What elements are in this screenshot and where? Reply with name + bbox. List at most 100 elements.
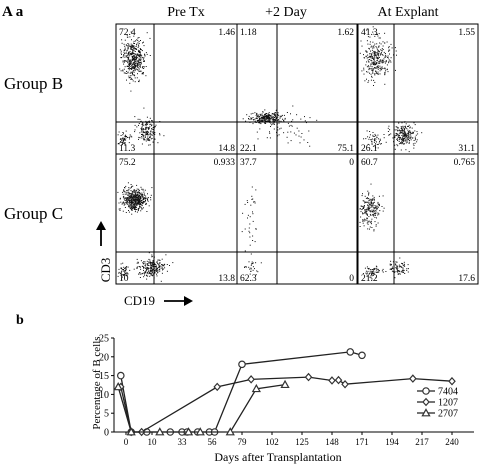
quadrant-upper-right-value: 1.46 [218,28,235,38]
data-point-7404 [238,360,246,369]
x-tick-label: 79 [238,437,248,447]
y-tick-label: 20 [99,352,109,363]
flow-cytometry-grid: 72.4 1.46 11.3 14.8 1.18 1.62 22.1 75.1 41.3 1.55… [115,23,479,285]
flow-panel-frame [357,23,479,155]
flow-panel: 60.7 0.765 21.2 17.6 [357,153,479,285]
flow-dot-cloud [241,186,262,276]
data-point-1207 [448,376,456,386]
x-tick-label: 171 [355,437,369,447]
quadrant-lower-right-value: 75.1 [337,144,354,154]
quadrant-lower-right-value: 31.1 [458,144,475,154]
column-label-pre-tx: Pre Tx [167,5,204,20]
quadrant-lower-left-value: 10 [119,274,129,284]
quadrant-upper-right-value: 0 [349,158,354,168]
y-tick-label: 5 [104,409,109,420]
legend-entry-7404: 7404 [417,387,458,398]
flow-panel-frame [115,153,239,285]
legend-marker-diamond-icon [422,397,430,407]
flow-panel: 75.2 0.933 10 13.8 [115,153,239,285]
quadrant-upper-left-value: 60.7 [361,158,378,168]
quadrant-upper-left-value: 41.3 [361,28,378,38]
quadrant-upper-left-value: 37.7 [240,158,257,168]
legend-marker-circle-icon [422,387,430,395]
x-tick-label: 102 [265,437,279,447]
data-point-1207 [328,376,336,385]
y-tick-label: 10 [99,390,109,401]
flow-panel: 1.18 1.62 22.1 75.1 [236,23,358,155]
chart-y-axis-label: Percentage of B cells [91,336,103,429]
data-point-2707 [113,382,123,391]
x-tick-label: 148 [325,437,339,447]
y-tick-label: 25 [99,334,109,345]
cd19-arrow-icon [164,296,193,306]
quadrant-lower-left-value: 62.3 [240,274,257,284]
x-tick-label: 56 [208,437,218,447]
x-tick-label: 194 [385,437,399,447]
x-tick-label: 0 [124,437,129,447]
y-tick-label: 15 [99,371,109,382]
y-tick-label: 0 [104,428,109,439]
legend-entry-1207: 1207 [417,398,458,409]
quadrant-upper-right-value: 0.933 [214,158,236,168]
row-label-group-c: Group C [4,204,63,223]
series-2707 [113,379,290,436]
quadrant-upper-right-value: 0.765 [454,158,476,168]
panel-a-label: A a [2,4,24,20]
data-point-2707 [155,427,165,436]
column-label-plus-2-day: +2 Day [265,5,307,20]
quadrant-upper-right-value: 1.55 [458,28,475,38]
data-point-2707 [225,427,235,436]
series-7404 [117,348,366,436]
data-point-2707 [251,383,261,393]
data-point-2707 [280,379,290,389]
x-tick-label: 240 [445,437,459,447]
flow-panel: 41.3 1.55 26.1 31.1 [357,23,479,155]
data-point-7404 [358,351,366,360]
data-point-1207 [341,379,349,389]
flow-panel-frame [357,153,479,285]
cd3-axis-label: CD3 [98,258,113,283]
quadrant-upper-left-value: 1.18 [240,28,257,38]
x-tick-label: 10 [148,437,158,447]
x-tick-label: 125 [295,437,309,447]
quadrant-lower-left-value: 22.1 [240,144,257,154]
legend-label: 7404 [438,387,458,398]
data-point-1207 [334,375,343,385]
quadrant-upper-left-value: 75.2 [119,158,136,168]
quadrant-lower-right-value: 13.8 [218,274,235,284]
data-point-7404 [346,348,355,356]
flow-dot-cloud [117,182,174,282]
panel-b-label: b [16,313,24,328]
data-point-2707 [126,427,136,436]
series-line-2707 [117,383,286,433]
data-point-1207 [213,382,222,392]
flow-dot-cloud [359,26,423,153]
data-point-2707 [195,427,205,436]
x-tick-label: 217 [415,437,429,447]
row-label-group-b: Group B [4,74,63,93]
quadrant-lower-right-value: 0 [349,274,354,284]
quadrant-lower-right-value: 17.6 [458,274,475,284]
flow-panel: 72.4 1.46 11.3 14.8 [115,23,239,155]
quadrant-upper-right-value: 1.62 [337,28,354,38]
quadrant-lower-left-value: 21.2 [361,274,378,284]
b-cell-line-chart: 0 5 10 15 20 25 0 10 33 56 79 102 125 148 171 194 217 240… [99,334,474,447]
quadrant-lower-right-value: 14.8 [218,144,235,154]
flow-panel: 37.7 0 62.3 0 [236,153,358,285]
legend-marker-triangle-icon [421,408,431,417]
legend-entry-2707: 2707 [417,408,458,420]
column-label-at-explant: At Explant [377,5,438,20]
data-point-7404 [117,371,125,380]
flow-panel-frame [236,23,358,155]
legend-label: 1207 [438,398,458,409]
flow-dot-cloud [117,31,165,146]
legend-label: 2707 [438,409,458,420]
data-point-1207 [247,375,255,384]
cd3-arrow-icon [96,221,106,246]
cd19-axis-label: CD19 [124,293,155,308]
data-point-1207 [304,372,313,382]
data-point-1207 [409,374,417,383]
data-point-2707 [183,427,194,436]
